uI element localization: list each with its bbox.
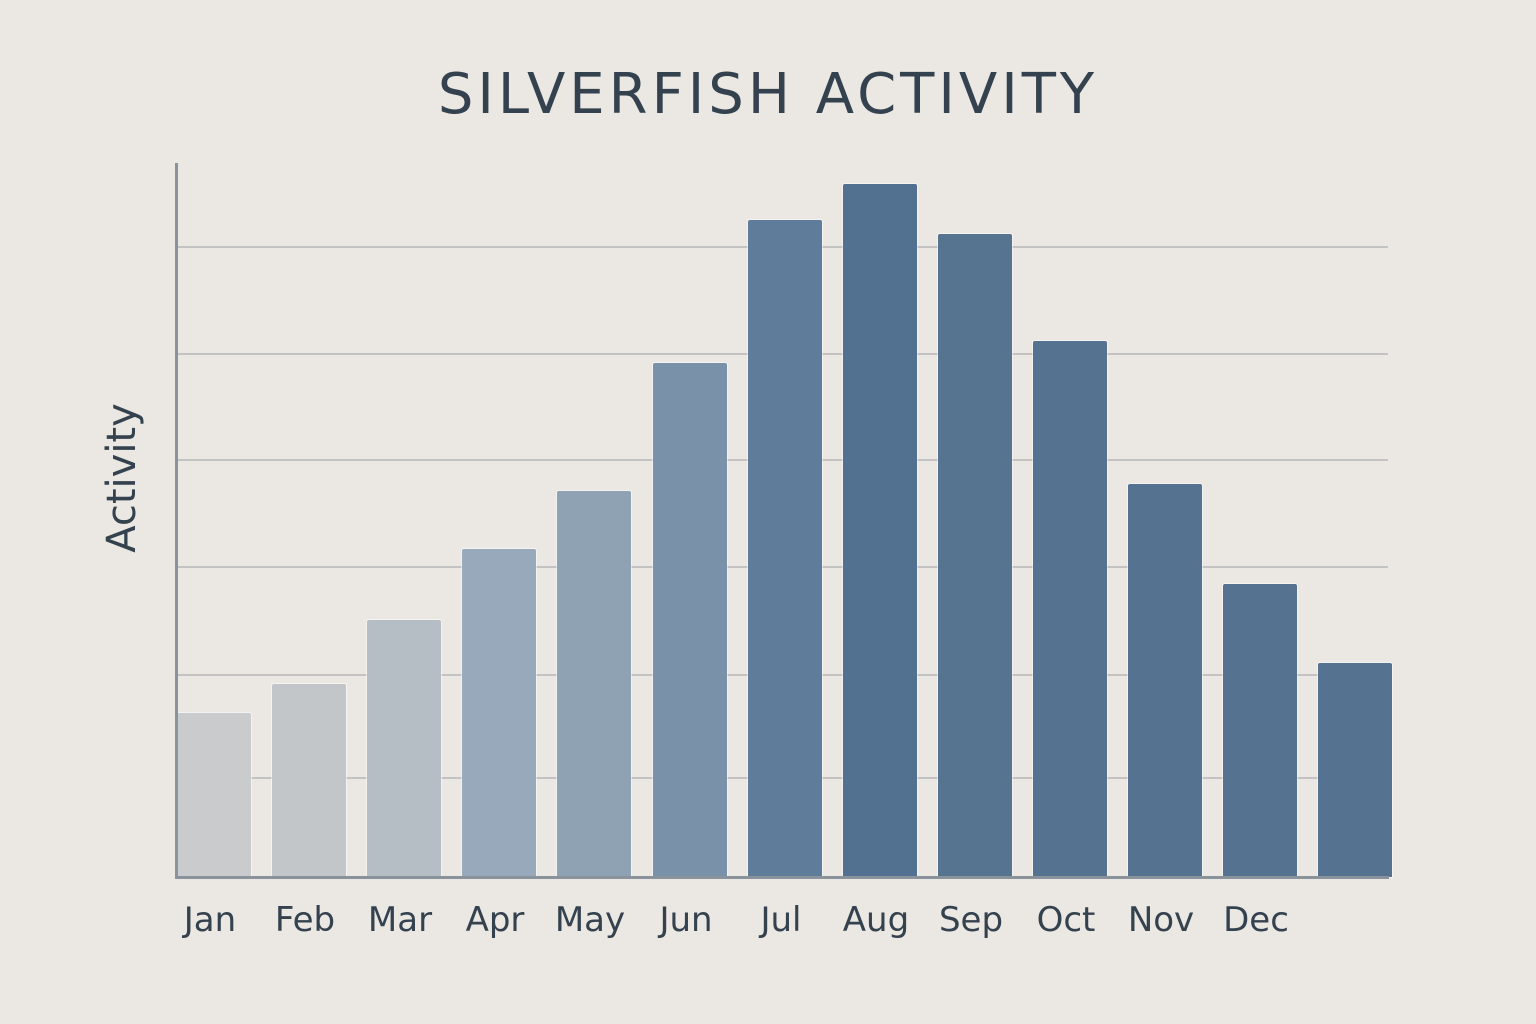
x-tick-label: Aug xyxy=(842,900,910,940)
x-tick-label: Nov xyxy=(1127,900,1195,940)
x-tick-label: Sep xyxy=(938,900,1004,940)
bar xyxy=(1128,484,1202,877)
x-tick-label: Dec xyxy=(1223,900,1289,940)
x-tick-label: Jul xyxy=(760,900,802,940)
x-tick-label: Jan xyxy=(183,900,237,940)
bar xyxy=(557,491,631,877)
bar xyxy=(1223,584,1297,877)
bar xyxy=(938,234,1012,877)
x-tick-label: Jun xyxy=(659,900,713,940)
x-tick-label: Feb xyxy=(274,900,336,940)
bar xyxy=(272,684,346,877)
bar xyxy=(748,220,822,877)
bar xyxy=(1033,341,1107,877)
x-tick-label: Oct xyxy=(1036,900,1096,940)
bar xyxy=(177,713,251,877)
chart-title: SILVERFISH ACTIVITY xyxy=(437,62,1099,127)
x-tick-label: Apr xyxy=(465,900,525,940)
x-axis-line xyxy=(175,876,1389,879)
bar xyxy=(462,549,536,877)
x-tick-label: May xyxy=(554,900,626,940)
bar xyxy=(653,363,727,877)
bar xyxy=(367,620,441,877)
y-axis-line xyxy=(175,163,178,879)
bar xyxy=(1318,663,1392,877)
x-tick-label: Mar xyxy=(367,900,433,940)
bar xyxy=(843,184,917,877)
